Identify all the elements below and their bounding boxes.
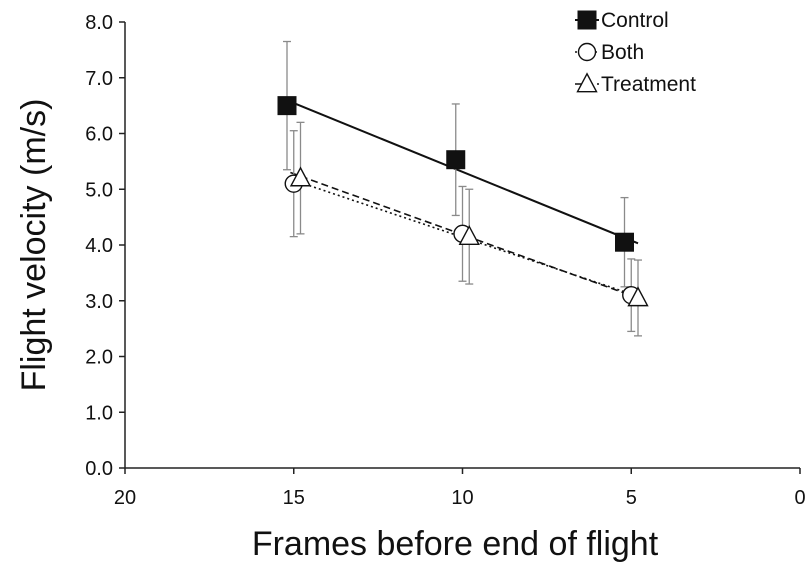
legend-item-treatment: Treatment — [575, 72, 696, 96]
treatment-data-point — [289, 166, 312, 187]
y-axis: 0.0 1.0 2.0 3.0 4.0 5.0 6.0 7.0 8.0 — [85, 12, 126, 480]
legend-item-control: Control — [575, 9, 669, 32]
y-tick-label: 6.0 — [85, 124, 113, 146]
y-axis-title: Flight velocity (m/s) — [15, 99, 53, 392]
x-tick-label: 15 — [283, 487, 305, 509]
y-tick-label: 0.0 — [85, 458, 113, 480]
control-data-point — [446, 150, 466, 170]
x-tick-label: 5 — [626, 487, 637, 509]
x-axis-title: Frames before end of flight — [252, 525, 659, 563]
y-tick-label: 1.0 — [85, 402, 113, 424]
legend-item-both: Both — [575, 41, 644, 64]
legend: Control Both Treatment — [575, 9, 696, 96]
y-tick-label: 3.0 — [85, 291, 113, 313]
y-tick-label: 2.0 — [85, 347, 113, 369]
y-tick-label: 4.0 — [85, 235, 113, 257]
x-tick-label: 10 — [451, 487, 473, 509]
legend-marker-control — [577, 10, 597, 30]
both-trend-line — [290, 178, 639, 298]
legend-label-both: Both — [601, 41, 644, 64]
legend-label-treatment: Treatment — [601, 73, 696, 96]
plot-area — [277, 40, 649, 337]
legend-marker-treatment — [576, 72, 598, 93]
x-tick-label: 0 — [794, 487, 805, 509]
y-tick-label: 7.0 — [85, 68, 113, 90]
treatment-trend-line — [290, 171, 639, 299]
treatment-data-point — [627, 286, 649, 307]
x-axis: 20 15 10 5 0 — [114, 467, 806, 509]
y-tick-label: 5.0 — [85, 179, 113, 201]
y-tick-label: 8.0 — [85, 12, 113, 34]
control-trend-line — [289, 100, 639, 245]
control-data-point — [277, 96, 297, 116]
x-tick-label: 20 — [114, 487, 136, 509]
treatment-data-point — [458, 224, 480, 245]
legend-marker-both — [577, 42, 597, 62]
control-data-point — [615, 232, 634, 252]
legend-label-control: Control — [601, 9, 669, 32]
